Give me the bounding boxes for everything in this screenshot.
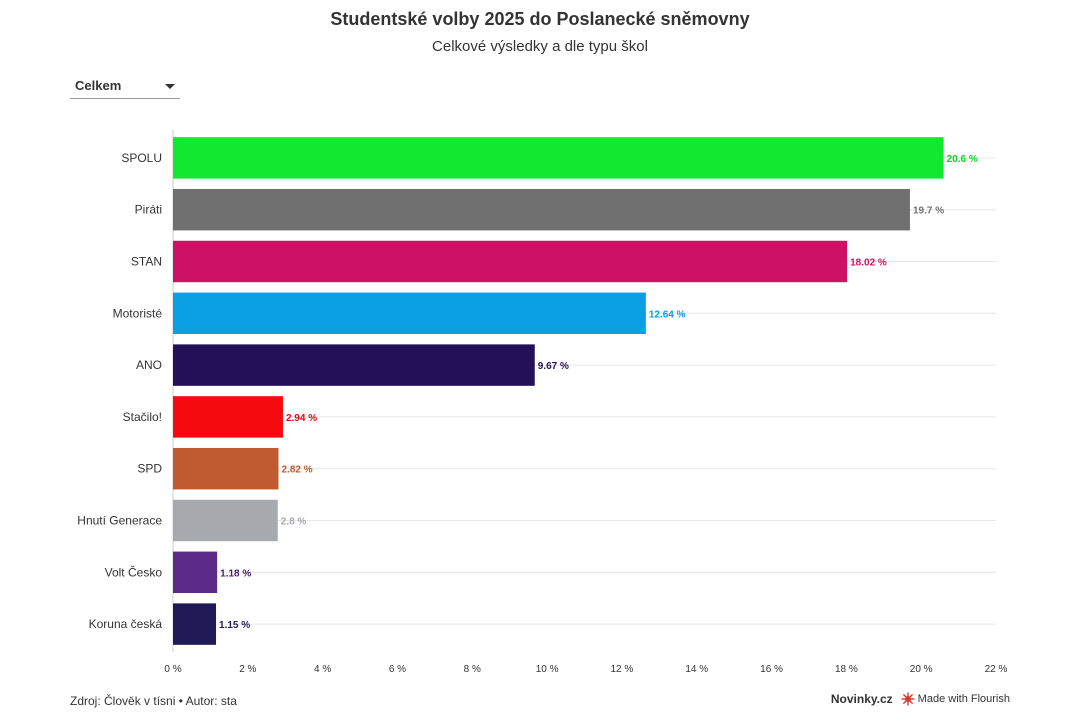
bar <box>173 499 278 542</box>
category-label: Piráti <box>135 203 162 217</box>
x-tick-label: 0 % <box>164 664 181 675</box>
bar <box>173 603 217 645</box>
bar <box>173 188 910 231</box>
bar <box>173 447 279 490</box>
x-tick-label: 18 % <box>835 664 858 675</box>
x-tick-label: 8 % <box>464 664 481 675</box>
category-label: Motoristé <box>113 306 163 320</box>
flourish-icon <box>901 692 915 706</box>
category-label: Volt Česko <box>105 564 163 579</box>
value-label: 2.94 % <box>286 413 317 424</box>
x-tick-label: 12 % <box>611 664 634 675</box>
bar <box>173 292 646 335</box>
value-label: 12.64 % <box>649 309 686 320</box>
value-label: 19.7 % <box>913 206 944 217</box>
filter-dropdown[interactable]: Celkem <box>70 74 180 99</box>
category-label: SPOLU <box>121 151 162 165</box>
x-tick-label: 10 % <box>536 664 559 675</box>
bar <box>173 551 218 594</box>
bar <box>173 396 283 438</box>
x-tick-label: 14 % <box>685 664 708 675</box>
value-label: 2.82 % <box>281 465 312 476</box>
value-label: 18.02 % <box>850 258 887 269</box>
value-label: 1.15 % <box>219 620 250 631</box>
made-with-flourish-link[interactable]: Made with Flourish <box>901 692 1010 706</box>
x-tick-label: 16 % <box>760 664 783 675</box>
bar <box>173 137 944 179</box>
x-tick-label: 20 % <box>910 664 933 675</box>
category-label: Hnutí Generace <box>77 514 162 528</box>
x-tick-label: 2 % <box>239 664 256 675</box>
filter-selected-label: Celkem <box>75 78 122 93</box>
value-label: 20.6 % <box>947 154 978 165</box>
category-label: ANO <box>136 358 162 372</box>
made-with-flourish-label: Made with Flourish <box>917 693 1010 705</box>
chart-subtitle: Celkové výsledky a dle typu škol <box>432 38 648 55</box>
value-label: 9.67 % <box>538 361 569 372</box>
bar-chart: SPOLU 20.6 % Piráti 19.7 % STAN 18.02 % Motori… <box>77 130 1008 675</box>
brand-link[interactable]: Novinky.cz <box>830 692 893 706</box>
footer-branding: Novinky.cz Made with Flourish <box>831 692 1010 706</box>
x-tick-label: 6 % <box>389 664 406 675</box>
category-label: STAN <box>131 255 162 269</box>
chart-title: Studentské volby 2025 do Poslanecké sněm… <box>330 9 750 29</box>
x-tick-label: 22 % <box>985 664 1008 675</box>
footer-source: Zdroj: Člověk v tísni • Autor: sta <box>70 694 237 708</box>
x-tick-label: 4 % <box>314 664 331 675</box>
value-label: 1.18 % <box>220 568 251 579</box>
value-label: 2.8 % <box>281 517 307 528</box>
bar <box>173 344 535 386</box>
bar <box>173 240 848 283</box>
chevron-down-icon <box>165 84 175 89</box>
category-label: Koruna česká <box>89 617 163 631</box>
category-label: Stačilo! <box>123 410 162 424</box>
category-label: SPD <box>137 462 162 476</box>
